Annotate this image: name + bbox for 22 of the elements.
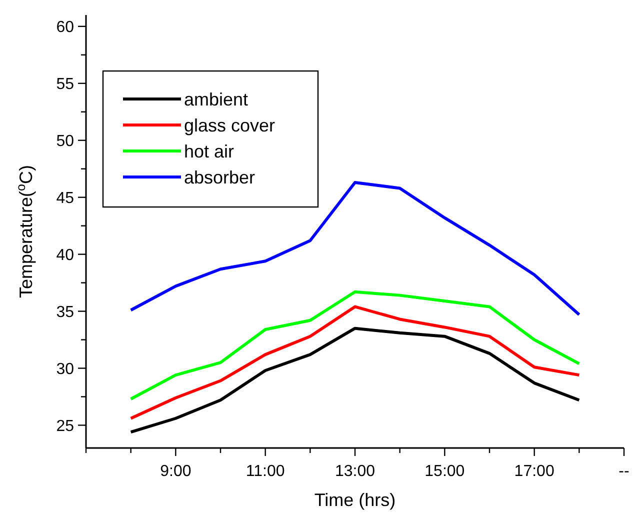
line-series [129,290,581,401]
x-tick-label: 15:00 [424,463,465,480]
y-tick-label: 50 [56,132,74,150]
legend-label: ambient [184,89,248,110]
x-tick-label: 9:00 [160,463,192,480]
legend-label: absorber [184,167,256,188]
legend-label: hot air [184,141,234,162]
x-tick-label: -- [618,463,630,480]
y-tick-label: 25 [56,418,74,435]
legend-label: glass cover [184,115,276,136]
x-tick-label: 11:00 [246,463,285,480]
x-axis-title: Time (hrs) [314,490,396,510]
y-tick-label: 45 [56,190,74,207]
y-tick-label: 55 [56,76,74,93]
y-tick-label: 40 [56,246,74,264]
line-series [129,326,581,434]
x-tick-label: 13:00 [334,463,376,480]
y-tick-label: 60 [56,18,74,36]
y-tick-label: 30 [56,360,74,378]
x-tick-label: 17:00 [514,463,554,480]
y-tick-label: 35 [56,304,74,321]
line-series [129,305,581,420]
